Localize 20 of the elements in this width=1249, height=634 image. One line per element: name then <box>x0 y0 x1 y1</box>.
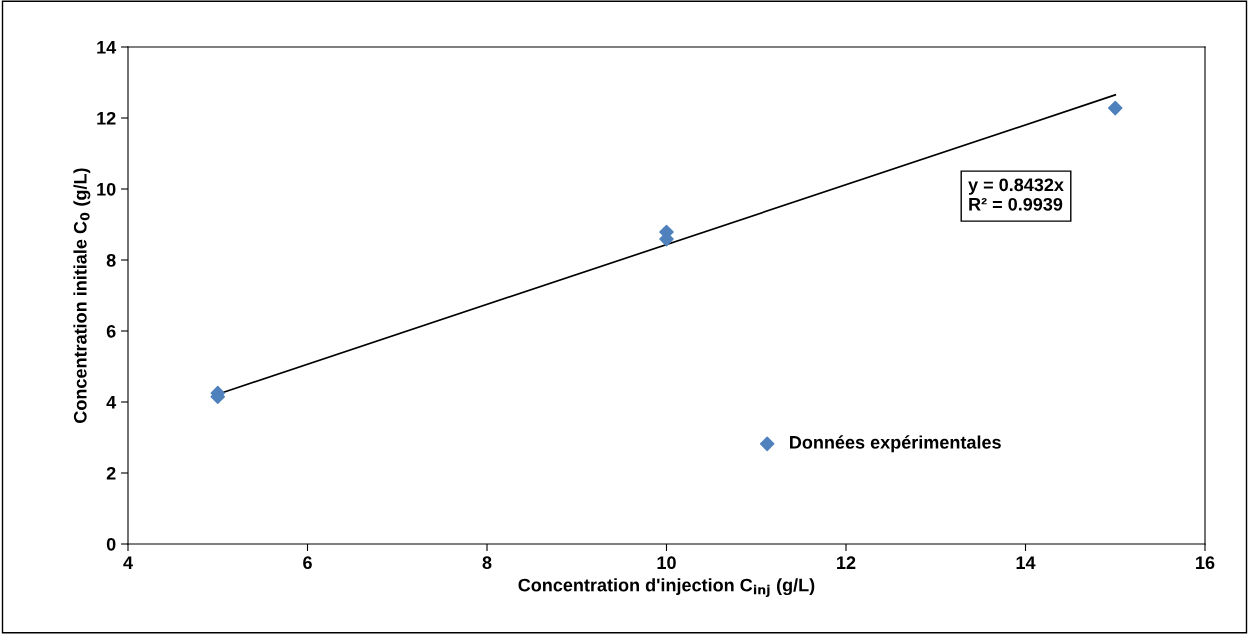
x-tick-label: 10 <box>657 556 676 570</box>
x-tick-label: 14 <box>1016 556 1036 569</box>
x-tick-label: 12 <box>837 556 856 569</box>
x-axis-title: Concentration d'injection C$_{inj}$ (g/L) <box>518 578 815 597</box>
legend-label: Données expérimentales <box>790 435 1001 453</box>
y-tick-label: 10 <box>97 182 116 196</box>
y-tick-label: 0 <box>106 537 116 551</box>
y-tick-label: 2 <box>106 466 116 480</box>
annotation: y = 0.8432x R² = 0.9939 <box>968 178 1064 211</box>
y-axis-title: Concentration initiale C$_{0}$ (g/L) <box>73 168 91 423</box>
x-tick-label: 6 <box>303 556 312 570</box>
y-tick-label: 12 <box>97 111 116 125</box>
x-tick-label: 4 <box>123 556 133 569</box>
y-tick-label: 6 <box>106 324 116 338</box>
point <box>1107 100 1123 116</box>
y-tick-label: 8 <box>106 253 116 267</box>
x-tick-label: 16 <box>1196 556 1215 570</box>
y-tick-label: 14 <box>97 41 117 54</box>
x-tick-label: 8 <box>482 556 492 570</box>
y-tick-label: 4 <box>106 396 117 409</box>
